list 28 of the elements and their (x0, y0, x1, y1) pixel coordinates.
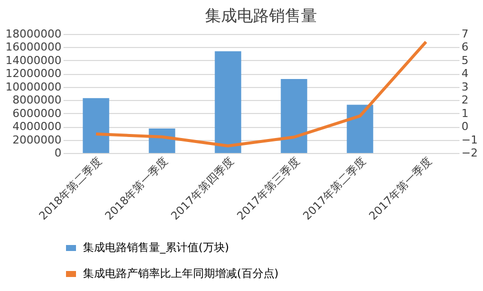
y2-tick-label: −1 (462, 133, 478, 146)
y2-tick-label: 0 (462, 120, 468, 134)
y-tick-label: 8000000 (12, 94, 62, 107)
y2-tick-label: 7 (462, 28, 468, 40)
legend-label: 集成电路产销率比上年同期增减(百分点) (83, 267, 279, 280)
y2-tick-label: 2 (462, 94, 468, 107)
y2-tick-label: 5 (462, 54, 468, 67)
y2-tick-label: −2 (462, 146, 478, 160)
y-tick-label: 16000000 (6, 40, 62, 54)
y-tick-label: 10000000 (6, 80, 62, 94)
bar (346, 104, 374, 153)
y-tick-label: 18000000 (6, 28, 62, 40)
chart-title: 集成电路销售量 (205, 6, 317, 25)
line-series (94, 40, 428, 148)
bar (280, 78, 308, 153)
y-tick-label: 0 (54, 146, 62, 160)
y-tick-label: 2000000 (12, 133, 62, 146)
y-tick-label: 4000000 (12, 120, 62, 134)
y2-tick-label: 3 (462, 80, 468, 94)
y2-tick-label: 1 (462, 106, 468, 120)
bar (214, 51, 242, 153)
y-tick-label: 6000000 (12, 106, 62, 120)
y2-tick-label: 6 (462, 40, 468, 54)
legend-label: 集成电路销售量_累计值(万块) (83, 241, 230, 254)
y2-tick-label: 4 (462, 67, 468, 80)
y-tick-label: 14000000 (6, 54, 62, 67)
y-tick-label: 12000000 (6, 67, 62, 80)
bar (82, 98, 110, 153)
